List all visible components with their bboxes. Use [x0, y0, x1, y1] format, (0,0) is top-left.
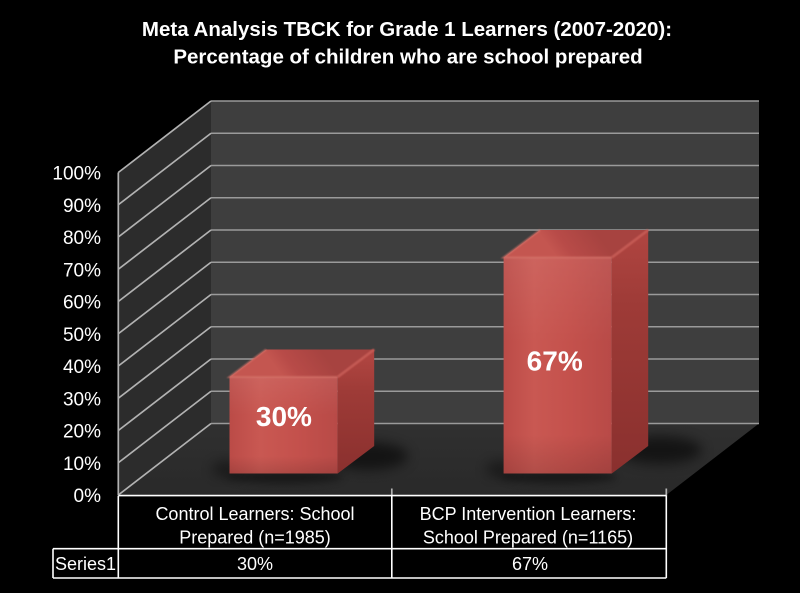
- svg-text:0%: 0%: [74, 486, 102, 507]
- svg-text:Control Learners: School: Control Learners: School: [155, 504, 354, 524]
- svg-text:67%: 67%: [512, 554, 548, 574]
- svg-text:20%: 20%: [63, 422, 101, 443]
- svg-text:60%: 60%: [63, 293, 101, 314]
- svg-text:30%: 30%: [256, 401, 312, 432]
- svg-text:30%: 30%: [63, 389, 101, 410]
- svg-text:BCP Intervention Learners:: BCP Intervention Learners:: [420, 504, 637, 524]
- svg-text:Percentage of children who are: Percentage of children who are school pr…: [173, 46, 642, 69]
- svg-text:50%: 50%: [63, 325, 101, 346]
- svg-text:100%: 100%: [52, 164, 101, 185]
- svg-text:80%: 80%: [63, 228, 101, 249]
- svg-text:90%: 90%: [63, 196, 101, 217]
- svg-text:30%: 30%: [237, 554, 273, 574]
- svg-text:70%: 70%: [63, 260, 101, 281]
- svg-text:Meta Analysis TBCK for Grade 1: Meta Analysis TBCK for Grade 1 Learners …: [142, 18, 672, 41]
- svg-text:10%: 10%: [63, 454, 101, 475]
- svg-text:School Prepared (n=1165): School Prepared (n=1165): [423, 528, 633, 548]
- svg-text:Series1: Series1: [55, 554, 116, 574]
- svg-text:67%: 67%: [527, 346, 583, 377]
- svg-text:Prepared (n=1985): Prepared (n=1985): [179, 528, 331, 548]
- svg-text:40%: 40%: [63, 357, 101, 378]
